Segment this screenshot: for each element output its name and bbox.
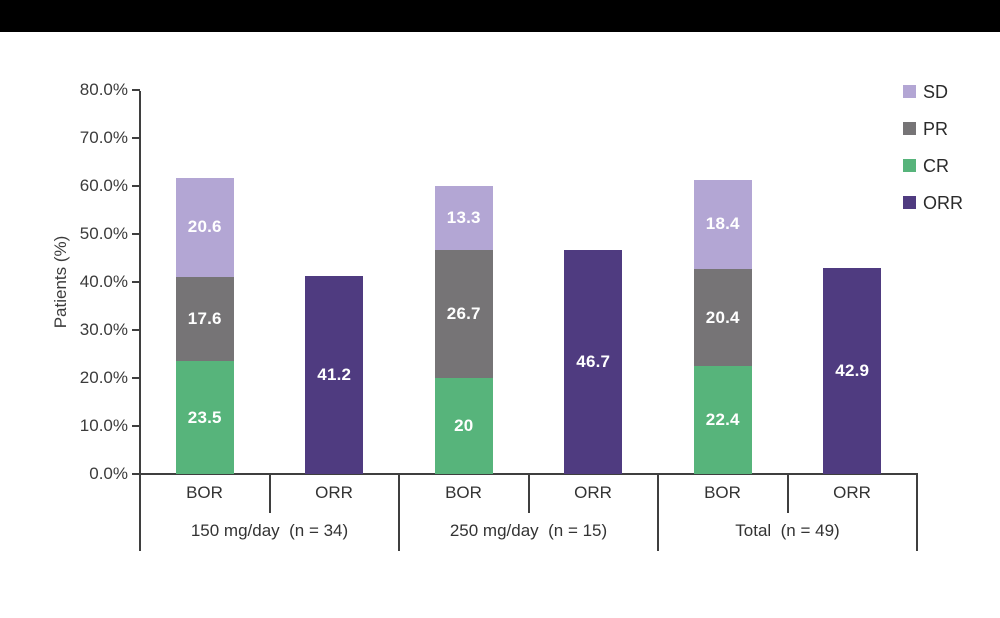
x-axis-category-label: ORR	[315, 483, 353, 502]
y-tick-mark	[132, 329, 140, 331]
bar-orr-group1: 41.2	[305, 90, 364, 474]
legend-label: SD	[923, 81, 949, 102]
bar-segment-pr: 20.4	[693, 268, 752, 367]
bar-value-label: 20	[454, 416, 474, 435]
legend-item-cr: CR	[903, 147, 963, 184]
bar-value-label: 22.4	[705, 410, 740, 430]
bar-value-label: 20.6	[187, 217, 222, 237]
y-tick-label: 80.0%	[79, 80, 128, 99]
x-axis-category-label: BOR	[704, 483, 741, 502]
y-tick-label: 10.0%	[79, 416, 128, 435]
x-axis-category-label: BOR	[445, 483, 482, 502]
bar-orr-group3: 42.9	[823, 90, 882, 474]
bar-orr-group2: 46.7	[564, 90, 623, 474]
bar-bor-group2: 20 26.7 13.3	[434, 90, 493, 474]
y-axis-line	[139, 91, 141, 474]
group-boundary-line	[657, 473, 659, 551]
legend: SD PR CR ORR	[903, 73, 963, 221]
plot-area: 23.5 17.6 20.6 41.2 20 26.7 13.3 46.7 22.4 20.4 18…	[140, 90, 917, 474]
x-axis-group-label: Total (n = 49)	[735, 521, 840, 540]
y-tick-mark	[132, 137, 140, 139]
bar-segment-cr: 20	[434, 378, 493, 474]
bar-segment-sd: 20.6	[175, 177, 234, 277]
y-tick-label: 50.0%	[79, 224, 128, 243]
top-black-banner	[0, 0, 1000, 32]
bar-segment-sd: 13.3	[434, 186, 493, 250]
bar-bor-group3: 22.4 20.4 18.4	[693, 90, 752, 474]
y-tick-label: 30.0%	[79, 320, 128, 339]
bar-segment-pr: 26.7	[434, 249, 493, 378]
legend-label: ORR	[923, 192, 963, 213]
pr-color-swatch-icon	[903, 122, 916, 135]
x-axis-group-label: 250 mg/day (n = 15)	[449, 521, 608, 540]
bar-segment-sd: 18.4	[693, 180, 752, 269]
legend-item-orr: ORR	[903, 184, 963, 221]
y-tick-mark	[132, 233, 140, 235]
x-axis-category-label: BOR	[186, 483, 223, 502]
y-tick-mark	[132, 377, 140, 379]
y-tick-label: 70.0%	[79, 128, 128, 147]
bar-segment-orr: 46.7	[564, 249, 623, 474]
y-tick-mark	[132, 185, 140, 187]
y-tick-mark	[132, 425, 140, 427]
bar-segment-orr: 42.9	[823, 268, 882, 474]
sd-color-swatch-icon	[903, 85, 916, 98]
category-separator-line	[787, 473, 789, 513]
bar-segment-cr: 23.5	[175, 361, 234, 474]
bar-value-label: 23.5	[187, 407, 222, 427]
group-boundary-line	[398, 473, 400, 551]
bar-value-label: 20.4	[705, 307, 740, 327]
group-boundary-line	[139, 473, 141, 551]
y-tick-mark	[132, 473, 140, 475]
bar-segment-orr: 41.2	[305, 276, 364, 474]
y-tick-mark	[132, 281, 140, 283]
bar-value-label: 46.7	[576, 351, 611, 371]
legend-label: PR	[923, 118, 949, 139]
bar-value-label: 42.9	[835, 361, 870, 381]
bar-value-label: 17.6	[187, 308, 222, 328]
y-tick-label: 0.0%	[89, 464, 128, 483]
legend-item-pr: PR	[903, 110, 963, 147]
bar-segment-cr: 22.4	[693, 366, 752, 474]
bar-segment-pr: 17.6	[175, 276, 234, 362]
legend-label: CR	[923, 155, 949, 176]
category-separator-line	[528, 473, 530, 513]
legend-item-sd: SD	[903, 73, 963, 110]
y-tick-label: 20.0%	[79, 368, 128, 387]
group-boundary-line	[916, 473, 918, 551]
bar-value-label: 13.3	[446, 207, 481, 227]
x-axis-category-label: ORR	[833, 483, 871, 502]
bar-bor-group1: 23.5 17.6 20.6	[175, 90, 234, 474]
x-axis-group-label: 150 mg/day (n = 34)	[190, 521, 349, 540]
y-tick-mark	[132, 89, 140, 91]
orr-color-swatch-icon	[903, 196, 916, 209]
bar-value-label: 26.7	[446, 303, 481, 323]
cr-color-swatch-icon	[903, 159, 916, 172]
x-axis-category-label: ORR	[574, 483, 612, 502]
y-tick-label: 40.0%	[79, 272, 128, 291]
bar-value-label: 41.2	[317, 365, 352, 385]
y-tick-label: 60.0%	[79, 176, 128, 195]
category-separator-line	[269, 473, 271, 513]
bar-value-label: 18.4	[705, 214, 740, 234]
